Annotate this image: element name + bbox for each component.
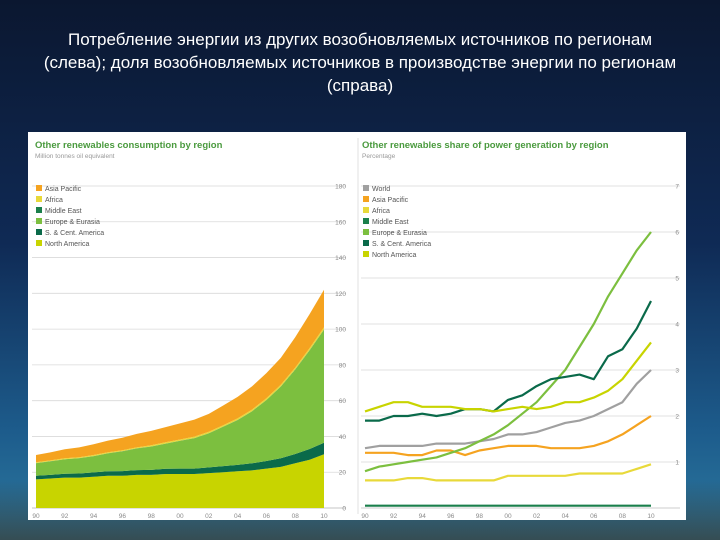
chart-panel: Other renewables consumption by region M… bbox=[28, 132, 686, 520]
legend-label: Africa bbox=[372, 208, 390, 215]
legend-swatch bbox=[36, 196, 42, 202]
y-tick-label: 100 bbox=[335, 327, 346, 334]
area-s-cent-america bbox=[36, 442, 324, 480]
x-tick-label: 10 bbox=[647, 513, 655, 520]
y-tick-label: 2 bbox=[675, 414, 679, 421]
legend-swatch bbox=[36, 229, 42, 235]
y-tick-label: 40 bbox=[339, 434, 347, 441]
y-tick-label: 180 bbox=[335, 184, 346, 191]
area-europe-eurasia bbox=[36, 330, 324, 476]
y-tick-label: 120 bbox=[335, 291, 346, 298]
legend-label: Asia Pacific bbox=[372, 197, 409, 204]
y-tick-label: 3 bbox=[675, 368, 679, 375]
y-tick-label: 4 bbox=[675, 322, 679, 329]
area-asia-pacific bbox=[36, 289, 324, 463]
legend-label: S. & Cent. America bbox=[45, 230, 104, 237]
x-tick-label: 94 bbox=[419, 513, 427, 520]
slide-title: Потребление энергии из других возобновля… bbox=[43, 30, 677, 95]
y-tick-label: 140 bbox=[335, 255, 346, 262]
y-tick-label: 60 bbox=[339, 398, 347, 405]
legend-swatch bbox=[363, 218, 369, 224]
line-world bbox=[364, 369, 652, 450]
x-tick-label: 92 bbox=[390, 513, 398, 520]
line-europe-eurasia bbox=[364, 231, 652, 473]
x-tick-label: 96 bbox=[447, 513, 455, 520]
legend-swatch bbox=[36, 218, 42, 224]
legend-label: Asia Pacific bbox=[45, 186, 82, 193]
legend-label: S. & Cent. America bbox=[372, 241, 431, 248]
x-tick-label: 06 bbox=[590, 513, 598, 520]
x-tick-label: 02 bbox=[533, 513, 541, 520]
legend-label: Europe & Eurasia bbox=[45, 219, 100, 226]
consumption-chart: Other renewables consumption by region M… bbox=[32, 140, 346, 520]
legend-label: North America bbox=[372, 252, 416, 259]
chart-subtitle: Million tonnes oil equivalent bbox=[35, 153, 115, 160]
line-north-america bbox=[364, 341, 652, 413]
legend-swatch bbox=[36, 240, 42, 246]
legend-swatch bbox=[363, 240, 369, 246]
x-tick-label: 00 bbox=[176, 513, 184, 520]
y-tick-label: 1 bbox=[675, 460, 679, 467]
line-asia-pacific bbox=[365, 415, 652, 457]
y-axis: 1 2 3 4 5 6 7 bbox=[675, 184, 679, 467]
legend-swatch bbox=[363, 251, 369, 257]
y-tick-label: 7 bbox=[675, 184, 679, 191]
x-tick-label: 92 bbox=[61, 513, 69, 520]
y-tick-label: 0 bbox=[342, 506, 346, 513]
chart-title: Other renewables consumption by region bbox=[35, 140, 223, 151]
area-series bbox=[36, 289, 324, 508]
legend-swatch bbox=[363, 207, 369, 213]
x-tick-label: 98 bbox=[476, 513, 484, 520]
x-tick-label: 96 bbox=[119, 513, 127, 520]
y-tick-label: 6 bbox=[675, 230, 679, 237]
x-tick-label: 90 bbox=[32, 513, 40, 520]
x-tick-label: 02 bbox=[205, 513, 213, 520]
charts-svg: Other renewables consumption by region M… bbox=[32, 138, 680, 520]
line-series bbox=[364, 231, 652, 507]
y-tick-label: 80 bbox=[339, 362, 347, 369]
legend-swatch bbox=[36, 207, 42, 213]
x-tick-label: 94 bbox=[90, 513, 98, 520]
y-tick-label: 20 bbox=[339, 470, 347, 477]
legend: World Asia Pacific Africa Middle East Europe… bbox=[363, 185, 431, 259]
legend: Asia Pacific Africa Middle East Europe & Eu… bbox=[36, 185, 104, 248]
y-tick-label: 160 bbox=[335, 219, 346, 226]
legend-label: Middle East bbox=[45, 208, 82, 215]
x-tick-label: 10 bbox=[320, 513, 328, 520]
legend-swatch bbox=[36, 185, 42, 191]
legend-label: Middle East bbox=[372, 219, 409, 226]
chart-title: Other renewables share of power generati… bbox=[362, 140, 609, 151]
x-axis: 90 92 94 96 98 00 02 04 06 08 10 bbox=[361, 513, 655, 520]
x-tick-label: 08 bbox=[619, 513, 627, 520]
legend-swatch bbox=[363, 185, 369, 191]
line-africa bbox=[365, 463, 652, 482]
line-s-cent-america bbox=[365, 300, 652, 422]
legend-label: World bbox=[372, 186, 390, 193]
x-tick-label: 00 bbox=[504, 513, 512, 520]
legend-swatch bbox=[363, 229, 369, 235]
legend-label: Europe & Eurasia bbox=[372, 230, 427, 237]
share-chart: Other renewables share of power generati… bbox=[361, 140, 680, 520]
y-axis: 0 20 40 60 80 100 120 140 160 180 bbox=[335, 184, 346, 513]
area-north-america bbox=[36, 454, 324, 508]
x-tick-label: 98 bbox=[148, 513, 156, 520]
x-tick-label: 04 bbox=[234, 513, 242, 520]
legend-swatch bbox=[363, 196, 369, 202]
y-tick-label: 5 bbox=[675, 276, 679, 283]
legend-label: North America bbox=[45, 241, 89, 248]
x-tick-label: 90 bbox=[361, 513, 369, 520]
x-tick-label: 04 bbox=[562, 513, 570, 520]
chart-subtitle: Percentage bbox=[362, 153, 396, 160]
x-axis: 90 92 94 96 98 00 02 04 06 08 10 bbox=[32, 513, 328, 520]
x-tick-label: 06 bbox=[263, 513, 271, 520]
x-tick-label: 08 bbox=[292, 513, 300, 520]
legend-label: Africa bbox=[45, 197, 63, 204]
